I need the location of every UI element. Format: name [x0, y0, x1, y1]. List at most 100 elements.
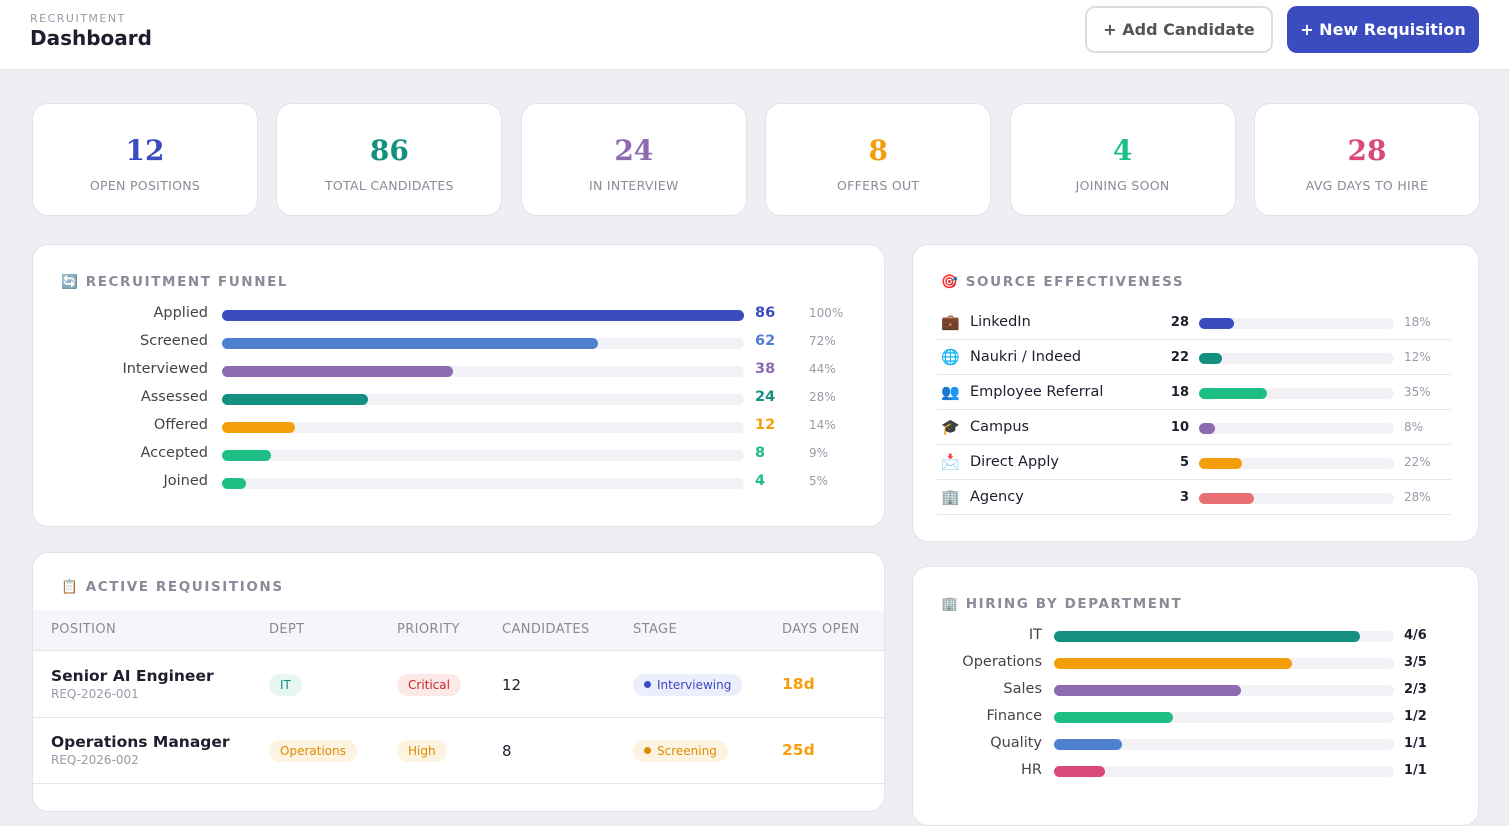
count: 12 — [755, 417, 776, 433]
bar-track — [222, 422, 744, 433]
source-icon: 🎓 — [941, 418, 960, 436]
column-header: POSITION — [51, 622, 117, 637]
count: 24 — [755, 389, 776, 405]
source-percent: 22% — [1404, 455, 1431, 469]
kpi-value: 24 — [614, 134, 654, 167]
kpi-card: 24 IN INTERVIEW — [520, 103, 747, 216]
kpi-card: 8 OFFERS OUT — [765, 103, 992, 216]
bar-track — [1199, 353, 1394, 364]
bar — [1054, 685, 1241, 696]
days-open: 18d — [782, 675, 815, 693]
percent: 28% — [809, 390, 836, 404]
kpi-value: 4 — [1112, 134, 1133, 167]
kpi-label: OFFERS OUT — [837, 178, 920, 193]
row-divider — [937, 479, 1451, 480]
bar-track — [222, 310, 744, 321]
kpi-value: 8 — [868, 134, 888, 167]
bar-track — [1199, 388, 1394, 399]
count: 38 — [755, 361, 776, 377]
source-icon: 👥 — [941, 383, 960, 401]
stage-label: Joined — [163, 473, 209, 489]
card-title: 🔄 RECRUITMENT FUNNEL — [61, 274, 288, 290]
bar — [1199, 353, 1223, 364]
bar — [1199, 318, 1235, 329]
icon: 🏢 — [941, 596, 960, 612]
dept-ratio: 1/2 — [1404, 709, 1427, 724]
add-candidate-button[interactable]: + Add Candidate — [1085, 6, 1273, 53]
percent: 44% — [809, 362, 836, 376]
bar-track — [1199, 423, 1394, 434]
req-id: REQ-2026-001 — [51, 687, 139, 701]
row-divider — [33, 717, 884, 718]
bar — [222, 338, 599, 349]
kpi-card: 12 OPEN POSITIONS — [32, 103, 258, 216]
column-header: PRIORITY — [397, 622, 460, 637]
table-header — [33, 610, 884, 651]
kpi-value: 28 — [1347, 134, 1387, 167]
bar — [222, 366, 453, 377]
bar-track — [222, 450, 744, 461]
source-name: Direct Apply — [970, 454, 1059, 470]
bar — [1054, 631, 1360, 642]
bar-track — [1054, 766, 1394, 777]
kpi-value: 12 — [125, 134, 165, 167]
stage-text: Interviewing — [657, 678, 732, 692]
source-count: 28 — [1170, 315, 1189, 330]
source-icon: 🏢 — [941, 488, 960, 506]
stage-dot — [644, 681, 651, 688]
source-count: 18 — [1170, 385, 1189, 400]
sources-card: 🎯 SOURCE EFFECTIVENESS 💼 LinkedIn 28 18% 🌐 Na… — [912, 244, 1479, 542]
count: 4 — [755, 473, 766, 489]
new-requisition-button[interactable]: + New Requisition — [1287, 6, 1479, 53]
kpi-label: TOTAL CANDIDATES — [324, 178, 454, 193]
bar-track — [1199, 493, 1394, 504]
bar-track — [222, 366, 744, 377]
title-text: RECRUITMENT FUNNEL — [85, 274, 289, 290]
source-name: Campus — [970, 419, 1030, 435]
source-percent: 8% — [1404, 420, 1424, 434]
bar-track — [1054, 658, 1394, 669]
bar — [222, 478, 247, 489]
card-title: 🎯 SOURCE EFFECTIVENESS — [941, 274, 1184, 290]
dept-pill: Operations — [269, 740, 357, 762]
source-percent: 12% — [1404, 350, 1431, 364]
row-divider — [937, 409, 1451, 410]
page-title: Dashboard — [30, 26, 152, 50]
source-name: Naukri / Indeed — [970, 349, 1082, 365]
stage-label: Interviewed — [122, 361, 208, 377]
percent: 72% — [809, 334, 836, 348]
days-open: 25d — [782, 741, 815, 759]
dept-ratio: 2/3 — [1404, 682, 1427, 697]
column-header: DAYS OPEN — [782, 622, 860, 637]
candidates: 12 — [502, 676, 522, 694]
kpi-value: 86 — [369, 134, 409, 167]
bar — [1054, 739, 1122, 750]
dept-name: HR — [1021, 762, 1042, 778]
card-title: 🏢 HIRING BY DEPARTMENT — [941, 596, 1182, 612]
percent: 5% — [809, 474, 829, 488]
percent: 100% — [809, 306, 844, 320]
dept-name: Operations — [962, 654, 1042, 670]
bar-track — [1054, 739, 1394, 750]
kpi-label: JOINING SOON — [1075, 178, 1170, 193]
card-title: 📋 ACTIVE REQUISITIONS — [61, 579, 284, 595]
req-id: REQ-2026-002 — [51, 753, 139, 767]
row-divider — [937, 514, 1451, 515]
source-name: Agency — [970, 489, 1024, 505]
source-count: 3 — [1179, 490, 1189, 505]
bar — [222, 450, 271, 461]
source-count: 22 — [1170, 350, 1189, 365]
bar-track — [222, 478, 744, 489]
bar-track — [1199, 458, 1394, 469]
count: 8 — [755, 445, 766, 461]
column-header: CANDIDATES — [502, 622, 590, 637]
row-divider — [937, 339, 1451, 340]
source-count: 5 — [1179, 455, 1189, 470]
dept-ratio: 1/1 — [1404, 736, 1427, 751]
bar — [1199, 493, 1254, 504]
stage-pill: Interviewing — [633, 674, 743, 696]
percent: 9% — [809, 446, 829, 460]
requisitions-card: 📋 ACTIVE REQUISITIONS POSITION DEPT PRIORI… — [32, 552, 885, 812]
dept-name: IT — [1028, 627, 1042, 643]
